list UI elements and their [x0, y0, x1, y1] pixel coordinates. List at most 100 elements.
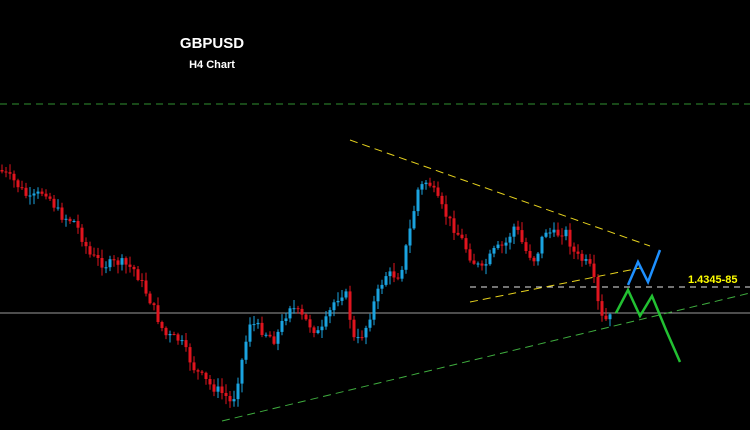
candle-bull [488, 253, 492, 265]
candle-bull [108, 259, 112, 268]
candle-bull [536, 253, 540, 262]
candle-bull [28, 195, 32, 197]
candle-bull [540, 236, 544, 254]
candle-bear [524, 242, 528, 251]
candle-bear [304, 314, 308, 320]
candle-bear [352, 319, 356, 338]
candle-bear [468, 249, 472, 261]
candle-bear [480, 263, 484, 266]
candle-bear [272, 336, 276, 344]
candle-bull [512, 226, 516, 237]
candle-bear [136, 269, 140, 280]
candle-bear [212, 384, 216, 392]
candle-bull [372, 301, 376, 320]
candle-bull [232, 399, 236, 402]
candle-bear [560, 235, 564, 237]
candle-bull [504, 242, 508, 246]
candle-bear [48, 196, 52, 199]
candle-bear [228, 396, 232, 402]
candle-bull [264, 334, 268, 336]
candle-bull [416, 189, 420, 212]
forecast-blue-path [626, 249, 662, 286]
level-label: 1.4345-85 [688, 274, 738, 286]
candle-bear [8, 172, 12, 174]
candle-bull [400, 269, 404, 279]
candle-bull [316, 330, 320, 333]
candle-bear [192, 362, 196, 371]
candle-bull [404, 245, 408, 270]
candle-bear [148, 293, 152, 304]
candle-bull [388, 271, 392, 277]
candle-bear [188, 347, 192, 363]
candle-bear [40, 191, 44, 194]
candle-bear [124, 258, 128, 265]
candle-bear [144, 280, 148, 294]
candle-bull [384, 276, 388, 285]
candle-bull [284, 318, 288, 321]
candle-bear [92, 254, 96, 256]
candle-bear [68, 218, 72, 222]
candle-bull [412, 211, 416, 229]
triangle-upper-trendline [349, 139, 651, 247]
candle-bear [460, 234, 464, 239]
candle-bull [36, 191, 40, 194]
candle-bear [592, 263, 596, 277]
candle-bear [396, 277, 400, 279]
candle-bull [292, 308, 296, 310]
candle-bull [320, 326, 324, 331]
candle-bear [392, 271, 396, 278]
forecast-green-path [614, 287, 682, 363]
candle-bull [548, 232, 552, 234]
candle-bull [280, 321, 284, 332]
candle-bull [56, 207, 60, 209]
candle-bull [364, 327, 368, 338]
candle-bull [332, 302, 336, 311]
candle-bear [52, 198, 56, 208]
candle-bear [440, 195, 444, 205]
candle-bull [420, 184, 424, 190]
candle-bull [252, 324, 256, 326]
candle-bull [344, 291, 348, 298]
candle-bull [248, 324, 252, 342]
candle-bear [132, 266, 136, 270]
candle-bear [208, 379, 212, 385]
candle-bear [152, 303, 156, 306]
candle-bull [256, 322, 260, 325]
candle-bull [340, 297, 344, 301]
candle-bear [4, 171, 8, 173]
price-candles [0, 164, 612, 408]
candle-bull [244, 341, 248, 360]
candle-bull [424, 182, 428, 185]
candle-bear [452, 218, 456, 233]
candle-bull [32, 193, 36, 196]
candle-bear [140, 280, 144, 281]
candle-bull [216, 386, 220, 392]
candle-bear [600, 301, 604, 316]
candle-bear [428, 182, 432, 186]
candle-bear [160, 322, 164, 328]
candle-bull [104, 267, 108, 269]
candle-bear [88, 246, 92, 255]
candle-bull [236, 383, 240, 400]
candle-bear [300, 308, 304, 315]
candle-bull [476, 263, 480, 265]
candle-bear [432, 185, 436, 188]
candle-bear [436, 187, 440, 196]
candle-bear [528, 251, 532, 258]
candle-bear [464, 238, 468, 250]
candle-bull [584, 259, 588, 261]
candle-bear [224, 393, 228, 396]
candle-bull [380, 284, 384, 289]
candle-bear [516, 226, 520, 230]
candle-bear [44, 193, 48, 197]
candle-bear [112, 259, 116, 261]
candle-bear [308, 319, 312, 328]
candle-bull [64, 218, 68, 220]
candle-bear [200, 371, 204, 373]
forecast-paths [614, 249, 682, 363]
candle-bear [156, 305, 160, 322]
candle-bear [184, 340, 188, 348]
candle-bear [220, 386, 224, 393]
candle-bear [24, 187, 28, 196]
candle-bear [116, 260, 120, 265]
